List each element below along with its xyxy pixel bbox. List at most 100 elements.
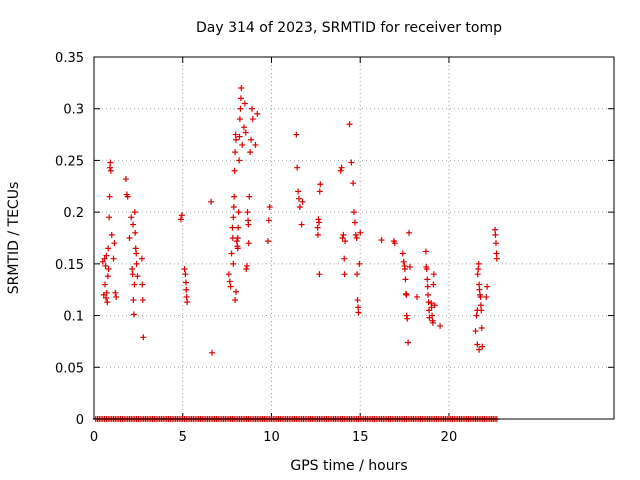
- data-point: [348, 159, 355, 166]
- data-point: [108, 231, 115, 238]
- data-point: [249, 116, 256, 123]
- data-point: [484, 283, 491, 290]
- data-point: [230, 214, 237, 221]
- data-point: [184, 299, 191, 306]
- data-point: [314, 231, 321, 238]
- data-point: [492, 226, 499, 233]
- data-point: [243, 262, 250, 269]
- data-point: [341, 271, 348, 278]
- data-point: [129, 266, 136, 273]
- data-point: [493, 250, 500, 257]
- data-point: [128, 214, 135, 221]
- data-point: [430, 271, 437, 278]
- data-point: [237, 105, 244, 112]
- x-tick-label: 15: [352, 430, 369, 445]
- data-point: [239, 141, 246, 148]
- data-point: [266, 203, 273, 210]
- data-point: [103, 252, 110, 259]
- data-point: [476, 286, 483, 293]
- y-axis-label: SRMTID / TECUs: [6, 182, 22, 295]
- data-point: [357, 229, 364, 236]
- data-point: [354, 297, 361, 304]
- data-point: [107, 167, 114, 174]
- y-tick-label: 0: [76, 413, 84, 428]
- x-tick-label: 20: [441, 430, 458, 445]
- data-point: [105, 245, 112, 252]
- data-point: [232, 288, 239, 295]
- data-point: [478, 307, 485, 314]
- data-point: [130, 311, 137, 318]
- data-point: [225, 271, 232, 278]
- data-point: [437, 322, 444, 329]
- data-point: [426, 307, 433, 314]
- y-tick-label: 0.35: [55, 51, 84, 66]
- data-point: [424, 276, 431, 283]
- data-point: [177, 216, 184, 223]
- data-point: [431, 302, 438, 309]
- data-point: [474, 271, 481, 278]
- data-point: [132, 245, 139, 252]
- data-point: [140, 334, 147, 341]
- data-point: [208, 198, 215, 205]
- data-point: [355, 304, 362, 311]
- data-point: [130, 221, 137, 228]
- data-point: [106, 193, 113, 200]
- data-point: [483, 293, 490, 300]
- data-point: [346, 121, 353, 128]
- data-point: [295, 188, 302, 195]
- data-point: [406, 263, 413, 270]
- data-point: [246, 193, 253, 200]
- data-point: [248, 105, 255, 112]
- data-point: [234, 235, 241, 241]
- data-point: [237, 95, 244, 102]
- data-point: [337, 167, 344, 174]
- data-point: [473, 312, 480, 319]
- data-point: [252, 141, 259, 148]
- data-point: [132, 229, 139, 236]
- data-point: [430, 281, 437, 288]
- data-point: [402, 276, 409, 283]
- data-point: [476, 281, 483, 288]
- x-tick-label: 0: [90, 430, 98, 445]
- plot-frame: [93, 56, 615, 420]
- data-point: [230, 260, 237, 267]
- data-point: [476, 346, 483, 353]
- data-point: [493, 255, 500, 262]
- data-point: [238, 85, 245, 92]
- x-tick-label: 5: [179, 430, 187, 445]
- data-point: [228, 250, 235, 257]
- data-point: [236, 133, 243, 140]
- data-point: [425, 291, 432, 298]
- data-point: [405, 339, 412, 346]
- data-point: [295, 195, 302, 202]
- data-point: [428, 304, 435, 311]
- data-point: [298, 221, 305, 228]
- data-point: [102, 262, 109, 269]
- data-point: [230, 203, 237, 210]
- data-point: [355, 309, 362, 316]
- data-point: [243, 266, 250, 273]
- data-point: [340, 231, 347, 238]
- data-point: [103, 294, 110, 301]
- data-point: [478, 324, 485, 331]
- data-point: [129, 271, 136, 278]
- data-point: [404, 315, 411, 322]
- data-point: [429, 312, 436, 319]
- data-point: [99, 258, 106, 265]
- data-point: [299, 198, 306, 205]
- data-point: [424, 283, 431, 290]
- data-point: [124, 193, 131, 200]
- data-point: [401, 266, 408, 273]
- data-point: [133, 250, 140, 257]
- data-point: [475, 260, 482, 267]
- data-point: [351, 209, 357, 216]
- chart-title: Day 314 of 2023, SRMTID for receiver tom…: [196, 20, 502, 36]
- data-point: [353, 235, 360, 241]
- data-point: [232, 136, 239, 143]
- data-point: [183, 286, 190, 293]
- data-point: [425, 299, 432, 306]
- data-point: [477, 302, 484, 309]
- data-point: [126, 235, 133, 241]
- data-point: [100, 291, 107, 298]
